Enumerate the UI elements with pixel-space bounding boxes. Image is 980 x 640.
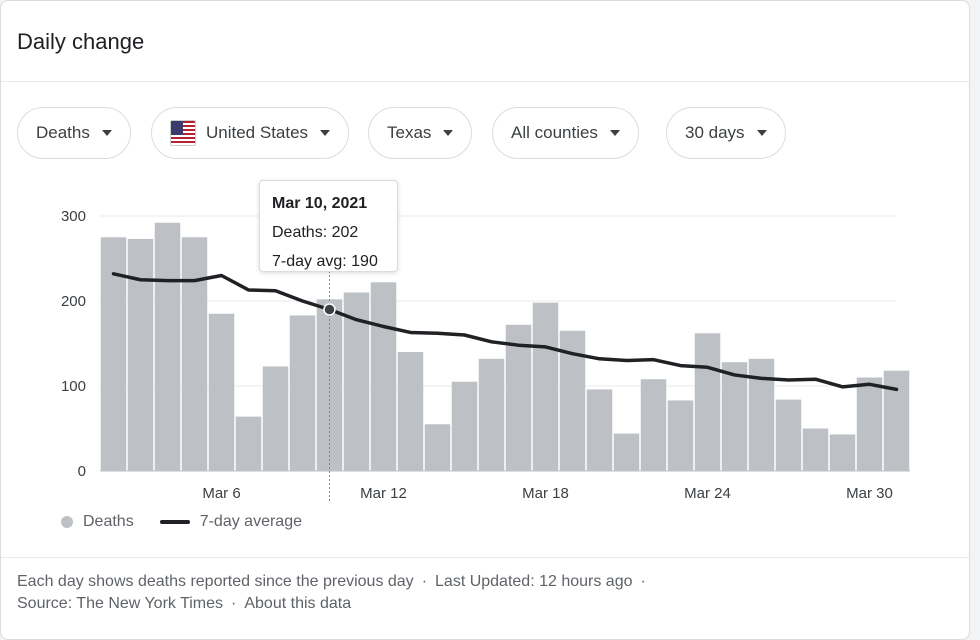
legend-deaths-swatch [61,516,73,528]
deaths-bar [424,424,451,471]
deaths-bar [478,358,505,471]
metric-dropdown[interactable]: Deaths [17,107,131,159]
deaths-bar [775,399,802,471]
last-updated: Last Updated: 12 hours ago [435,573,633,590]
x-tick-label: Mar 6 [202,485,240,502]
deaths-bar [721,362,748,471]
metric-dropdown-label: Deaths [36,123,90,142]
legend-average-label: 7-day average [199,513,302,530]
country-dropdown[interactable]: United States [151,107,350,159]
deaths-bar [640,379,667,471]
deaths-bar [829,434,856,471]
state-dropdown[interactable]: Texas [368,107,473,159]
footer-separator: · [231,595,237,612]
deaths-bar [181,237,208,471]
deaths-bar [883,370,910,471]
card-title: Daily change [17,29,145,54]
chevron-down-icon [756,130,767,136]
chevron-down-icon [443,130,454,136]
chart-footer: Each day shows deaths reported since the… [17,571,654,615]
county-dropdown[interactable]: All counties [492,107,639,159]
y-tick-label: 300 [61,208,86,225]
deaths-bar [694,333,721,471]
us-flag-icon [170,120,196,146]
chevron-down-icon [320,130,331,136]
header-divider [1,81,969,82]
x-tick-label: Mar 24 [684,485,731,502]
deaths-bar [505,324,532,471]
deaths-bar [262,366,289,471]
deaths-bar [208,313,235,471]
deaths-bar [316,299,343,471]
deaths-bar [289,315,316,471]
tooltip-date: Mar 10, 2021 [272,195,368,212]
average-line [111,272,899,392]
tooltip-deaths: Deaths: 202 [272,224,359,241]
timerange-dropdown-label: 30 days [685,123,745,142]
deaths-bar [586,389,613,471]
y-tick-label: 100 [61,378,86,395]
deaths-bar [397,352,424,471]
deaths-bar [613,433,640,471]
deaths-bar [370,282,397,471]
deaths-bar [667,400,694,471]
deaths-bar [532,302,559,471]
deaths-bar [127,238,154,471]
legend-average-swatch [159,520,190,524]
deaths-bar [856,377,883,471]
footer-note: Each day shows deaths reported since the… [17,573,414,590]
country-dropdown-label: United States [206,123,309,142]
highlight-point [323,303,336,316]
chart-legend: Deaths 7-day average [61,513,302,531]
source-link[interactable]: Source: The New York Times [17,595,224,612]
chart-tooltip: Mar 10, 2021 Deaths: 202 7-day avg: 190 [259,180,398,272]
tooltip-average: 7-day avg: 190 [272,253,378,270]
footer-separator: · [421,573,428,590]
deaths-bar [802,428,829,471]
timerange-dropdown[interactable]: 30 days [666,107,786,159]
x-tick-label: Mar 30 [846,485,893,502]
about-data-link[interactable]: About this data [244,595,352,612]
deaths-bar [154,222,181,471]
deaths-bar [451,381,478,471]
x-tick-label: Mar 18 [522,485,569,502]
y-tick-label: 200 [61,293,86,310]
footer-divider [1,557,969,558]
deaths-bar [235,416,262,471]
legend-deaths-label: Deaths [83,513,134,530]
deaths-chart[interactable]: 0 100 200 300 Mar 6 Mar 12 Mar 18 Mar 24 Mar 30 [1,1,971,511]
chevron-down-icon [101,130,112,136]
state-dropdown-label: Texas [387,123,432,142]
county-dropdown-label: All counties [511,123,598,142]
y-tick-label: 0 [78,463,86,480]
footer-separator: · [640,573,646,590]
x-tick-label: Mar 12 [360,485,407,502]
chevron-down-icon [609,130,620,136]
